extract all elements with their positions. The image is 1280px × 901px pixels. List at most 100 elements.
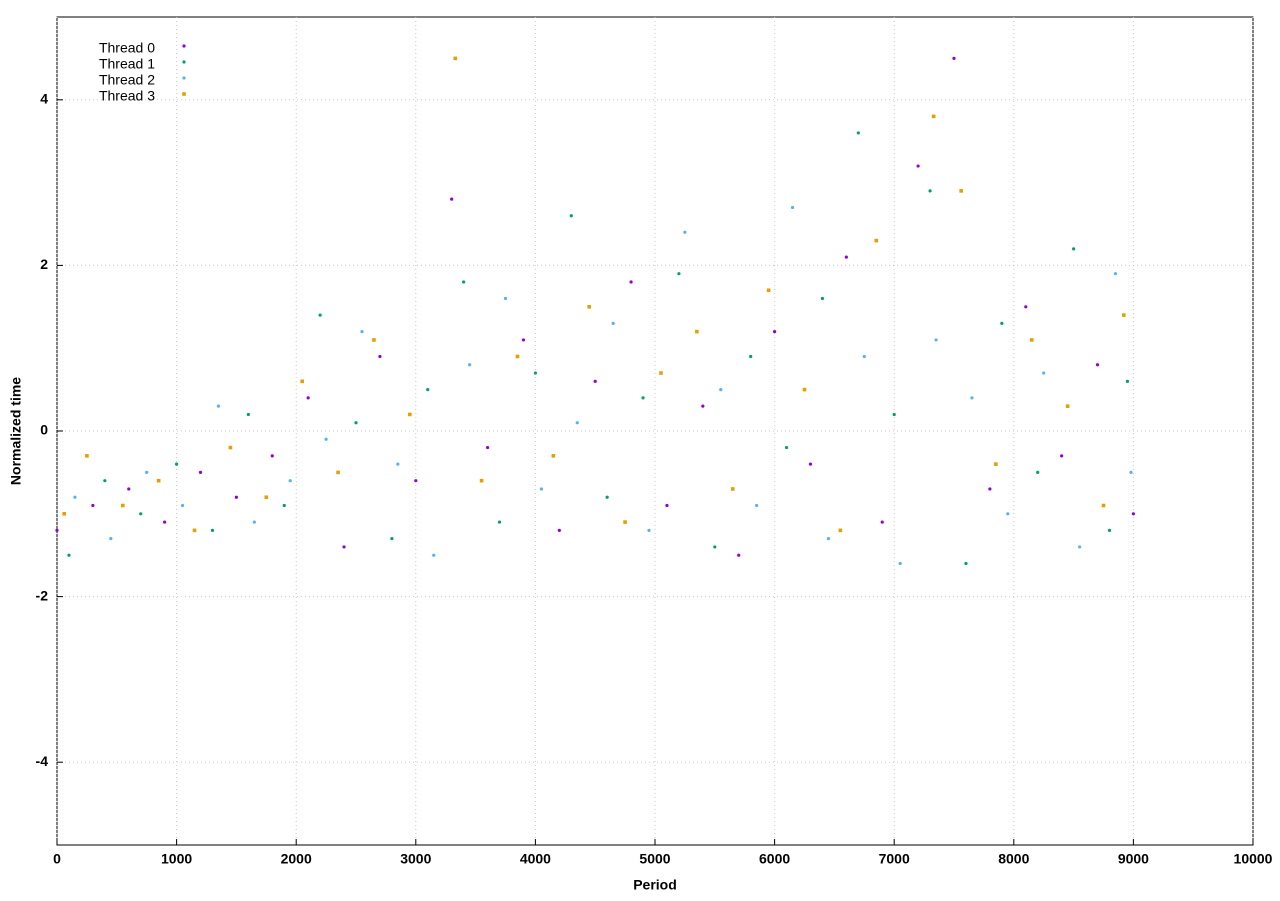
point xyxy=(288,479,292,483)
point xyxy=(844,255,848,259)
legend-marker xyxy=(182,44,186,48)
point xyxy=(109,537,113,541)
point xyxy=(67,553,71,557)
point xyxy=(695,329,699,334)
y-axis-label: Normalized time xyxy=(8,377,24,485)
point xyxy=(1072,247,1076,251)
point xyxy=(503,296,508,301)
point xyxy=(426,388,430,392)
point xyxy=(1000,321,1004,325)
point xyxy=(73,495,77,499)
point xyxy=(773,330,777,334)
legend-marker xyxy=(182,76,186,80)
point xyxy=(453,56,458,61)
point xyxy=(931,114,936,119)
point xyxy=(180,503,185,508)
point xyxy=(354,421,358,425)
point xyxy=(156,478,161,483)
legend-label: Thread 3 xyxy=(99,88,155,104)
x-tick-label: 4000 xyxy=(520,851,551,867)
point xyxy=(730,487,735,491)
point xyxy=(515,354,520,359)
point xyxy=(892,412,896,417)
point xyxy=(755,503,759,508)
point xyxy=(175,462,179,466)
point xyxy=(1131,512,1135,516)
x-tick-label: 1000 xyxy=(161,851,192,867)
point xyxy=(665,503,669,508)
legend-label: Thread 2 xyxy=(99,72,155,88)
point xyxy=(306,396,310,400)
point xyxy=(964,561,968,566)
legend-label: Thread 0 xyxy=(99,40,155,56)
point xyxy=(85,454,89,458)
point xyxy=(300,379,304,384)
point xyxy=(970,396,974,400)
point xyxy=(390,537,394,541)
point xyxy=(360,330,364,334)
point xyxy=(569,214,573,218)
point xyxy=(647,528,651,532)
point xyxy=(928,189,932,193)
point xyxy=(952,56,956,61)
point xyxy=(790,205,795,210)
point xyxy=(784,445,789,450)
x-tick-label: 2000 xyxy=(281,851,312,867)
point xyxy=(103,479,107,483)
x-tick-label: 6000 xyxy=(759,851,790,867)
point xyxy=(342,545,346,549)
point xyxy=(551,454,556,458)
point xyxy=(1042,371,1046,375)
point xyxy=(91,503,95,508)
point xyxy=(1060,454,1064,458)
point xyxy=(264,495,269,500)
y-tick-label: -2 xyxy=(36,587,49,603)
x-axis-label: Period xyxy=(633,877,677,893)
point xyxy=(880,520,884,524)
x-tick-label: 9000 xyxy=(1118,851,1149,867)
point xyxy=(192,528,197,533)
point xyxy=(629,280,633,284)
point xyxy=(994,462,998,466)
point xyxy=(1029,338,1034,342)
point xyxy=(252,520,256,524)
point xyxy=(1125,379,1130,383)
point xyxy=(749,354,753,359)
x-tick-label: 0 xyxy=(53,851,61,867)
point xyxy=(575,421,579,425)
point xyxy=(820,296,825,301)
point xyxy=(677,272,681,276)
point xyxy=(623,520,627,524)
point xyxy=(145,470,149,474)
x-tick-label: 10000 xyxy=(1234,851,1273,867)
point xyxy=(432,553,436,557)
point xyxy=(139,512,143,516)
point xyxy=(719,388,723,392)
point xyxy=(701,404,705,408)
point xyxy=(898,561,902,566)
legend-label: Thread 1 xyxy=(99,56,155,72)
point xyxy=(988,487,992,491)
y-tick-label: 4 xyxy=(40,91,48,107)
point xyxy=(462,280,466,284)
point xyxy=(659,371,663,375)
point xyxy=(120,503,125,508)
point xyxy=(1113,272,1118,276)
point xyxy=(1129,470,1133,474)
point xyxy=(916,164,920,168)
point xyxy=(737,553,741,557)
point xyxy=(210,528,215,532)
point xyxy=(1122,313,1126,317)
point xyxy=(1024,305,1028,309)
point xyxy=(324,437,328,441)
point xyxy=(246,412,250,417)
point xyxy=(485,445,490,450)
point xyxy=(557,528,561,532)
point xyxy=(533,371,538,375)
point xyxy=(1077,545,1082,549)
point xyxy=(127,487,131,491)
x-tick-label: 7000 xyxy=(879,851,910,867)
x-tick-label: 5000 xyxy=(639,851,670,867)
point xyxy=(587,305,592,309)
